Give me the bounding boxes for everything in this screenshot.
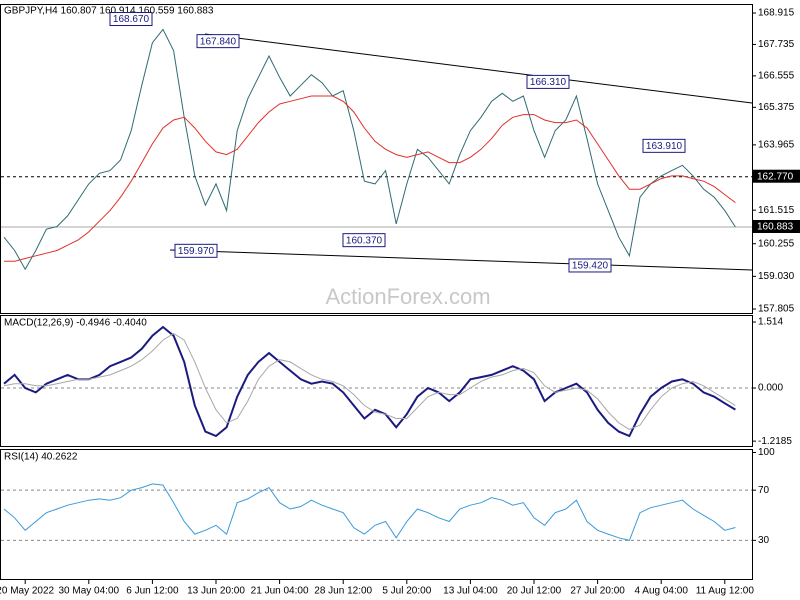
x-tick-label: 13 Jun 20:00 [187,586,245,597]
level-label-box [753,169,800,183]
series-line [3,332,736,430]
y-tick-label: 157.805 [758,304,795,315]
price-title: GBPJPY,H4 160.807 160.914 160.559 160.88… [4,6,214,17]
series-line [3,325,736,438]
lower-trendline [169,249,753,271]
annotation-label: 166.310 [530,77,567,88]
x-tick-label: 20 Jul 12:00 [507,586,562,597]
y-tick-label: 100 [758,447,775,458]
rsi-panel [0,449,753,580]
annotation-label: 159.970 [178,246,215,257]
x-tick-label: 30 May 04:00 [58,586,119,597]
y-tick-label: 161.515 [758,205,795,216]
y-tick-label: 0.000 [758,383,783,394]
y-tick-label: 70 [758,485,770,496]
watermark: ActionForex.com [325,284,490,309]
annotation-label: 163.910 [646,141,683,152]
annotation-label: 160.370 [346,235,383,246]
series-line [3,483,736,541]
y-tick-label: 166.555 [758,71,795,82]
series-line [3,28,736,271]
y-tick-label: 159.030 [758,271,795,282]
annotation-box [526,74,570,89]
x-tick-label: 11 Aug 12:00 [696,586,755,597]
last-price-label: 160.883 [757,222,794,233]
annotation-box [174,243,218,258]
y-tick-label: 167.735 [758,39,795,50]
x-tick-label: 6 Jun 12:00 [126,586,179,597]
upper-trendline [204,33,753,104]
y-tick-label: 165.375 [758,102,795,113]
last-price-box [753,219,800,233]
series-line [4,95,736,262]
annotation-box [109,12,153,27]
macd-panel [0,315,753,447]
x-tick-label: 28 Jun 12:00 [314,586,372,597]
macd-title: MACD(12,26,9) -0.4946 -0.4040 [4,318,147,329]
y-tick-label: 30 [758,535,770,546]
x-tick-label: 20 May 2022 [0,586,55,597]
x-tick-label: 27 Jul 20:00 [570,586,625,597]
x-tick-label: 13 Jul 04:00 [443,586,498,597]
annotation-box [342,233,386,248]
annotation-label: 159.420 [572,261,609,272]
x-tick-label: 21 Jun 04:00 [251,586,309,597]
annotation-label: 167.840 [200,36,237,47]
y-tick-label: 160.255 [758,238,795,249]
y-tick-label: 163.965 [758,140,795,151]
price-panel [0,4,753,314]
annotation-box [196,34,240,49]
x-tick-label: 5 Jul 20:00 [382,586,431,597]
x-tick-label: 4 Aug 04:00 [635,586,689,597]
y-tick-label: 168.915 [758,8,795,19]
annotation-box [642,138,686,153]
annotation-box [568,258,612,273]
y-tick-label: 1.514 [758,317,783,328]
y-tick-label: -1.2185 [758,436,792,447]
level-label: 162.770 [757,171,794,182]
rsi-title: RSI(14) 40.2622 [4,452,78,463]
annotation-label: 168.670 [113,14,150,25]
